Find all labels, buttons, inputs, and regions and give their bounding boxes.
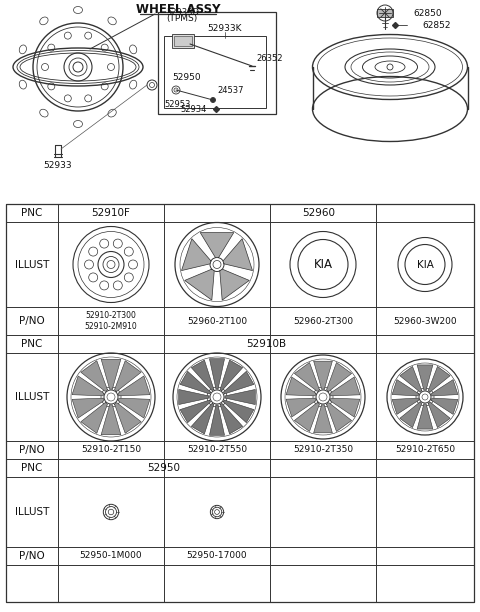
Polygon shape bbox=[417, 365, 433, 390]
Polygon shape bbox=[220, 269, 249, 300]
Text: (TPMS): (TPMS) bbox=[166, 13, 197, 23]
Polygon shape bbox=[417, 404, 433, 429]
Text: 26352: 26352 bbox=[257, 53, 283, 62]
Polygon shape bbox=[392, 379, 419, 396]
Text: 52910F: 52910F bbox=[92, 208, 131, 218]
Polygon shape bbox=[294, 362, 320, 392]
Polygon shape bbox=[431, 398, 458, 414]
Text: 52933D: 52933D bbox=[167, 7, 200, 17]
Text: 52960-2T100: 52960-2T100 bbox=[187, 316, 247, 326]
Polygon shape bbox=[294, 403, 320, 431]
Polygon shape bbox=[81, 403, 108, 433]
Polygon shape bbox=[72, 376, 104, 396]
Polygon shape bbox=[313, 361, 332, 389]
Polygon shape bbox=[72, 398, 104, 418]
Polygon shape bbox=[179, 389, 209, 405]
Text: ILLUST: ILLUST bbox=[15, 507, 49, 517]
Text: 52960-3W200: 52960-3W200 bbox=[393, 316, 457, 326]
Polygon shape bbox=[313, 405, 332, 433]
Polygon shape bbox=[330, 377, 360, 396]
Text: PNC: PNC bbox=[21, 208, 43, 218]
Bar bbox=[377, 9, 393, 17]
Text: 52910-2T550: 52910-2T550 bbox=[187, 446, 247, 455]
Bar bbox=[164, 36, 266, 108]
Text: 52933: 52933 bbox=[44, 160, 72, 170]
Text: 52934: 52934 bbox=[180, 105, 207, 113]
Polygon shape bbox=[220, 403, 243, 434]
Bar bbox=[172, 34, 194, 48]
Text: 52910-2T350: 52910-2T350 bbox=[293, 446, 353, 455]
Text: KIA: KIA bbox=[313, 258, 333, 271]
Text: P/NO: P/NO bbox=[19, 316, 45, 326]
Polygon shape bbox=[101, 405, 121, 435]
Polygon shape bbox=[200, 233, 234, 258]
Polygon shape bbox=[192, 360, 214, 390]
Polygon shape bbox=[115, 360, 141, 392]
Polygon shape bbox=[223, 371, 254, 394]
Text: 52910-2T650: 52910-2T650 bbox=[395, 446, 455, 455]
Text: 52950-17000: 52950-17000 bbox=[187, 551, 247, 561]
Polygon shape bbox=[326, 362, 351, 392]
Text: ILLUST: ILLUST bbox=[15, 392, 49, 402]
Polygon shape bbox=[286, 377, 316, 396]
Text: 62852: 62852 bbox=[422, 20, 451, 29]
Polygon shape bbox=[181, 239, 211, 271]
Text: 52950-1M000: 52950-1M000 bbox=[80, 551, 142, 561]
Polygon shape bbox=[326, 403, 351, 431]
Polygon shape bbox=[223, 400, 254, 423]
Polygon shape bbox=[209, 405, 225, 435]
Polygon shape bbox=[225, 389, 255, 405]
Text: PNC: PNC bbox=[21, 463, 43, 473]
Text: ILLUST: ILLUST bbox=[15, 259, 49, 269]
Text: 52950: 52950 bbox=[147, 463, 180, 473]
Bar bbox=[174, 36, 192, 46]
Text: P/NO: P/NO bbox=[19, 445, 45, 455]
Polygon shape bbox=[118, 376, 150, 396]
Polygon shape bbox=[185, 269, 214, 300]
Polygon shape bbox=[428, 367, 450, 392]
Polygon shape bbox=[392, 398, 419, 414]
Text: KIA: KIA bbox=[417, 259, 433, 269]
Text: 52910-2T300
52910-2M910: 52910-2T300 52910-2M910 bbox=[84, 312, 137, 330]
Polygon shape bbox=[180, 400, 211, 423]
Polygon shape bbox=[192, 403, 214, 434]
Text: 52910-2T150: 52910-2T150 bbox=[81, 446, 141, 455]
Polygon shape bbox=[115, 403, 141, 433]
Text: 52953: 52953 bbox=[165, 100, 191, 108]
Polygon shape bbox=[286, 398, 316, 417]
Circle shape bbox=[211, 97, 216, 102]
Text: PNC: PNC bbox=[21, 339, 43, 349]
Polygon shape bbox=[223, 239, 252, 271]
Polygon shape bbox=[400, 367, 422, 392]
Text: P/NO: P/NO bbox=[19, 551, 45, 561]
Text: 52950: 52950 bbox=[172, 72, 201, 81]
Polygon shape bbox=[209, 359, 225, 389]
Polygon shape bbox=[180, 371, 211, 394]
Polygon shape bbox=[118, 398, 150, 418]
Text: WHEEL ASSY: WHEEL ASSY bbox=[136, 2, 220, 15]
Text: 52910B: 52910B bbox=[246, 339, 286, 349]
Text: 24537: 24537 bbox=[218, 86, 244, 94]
Text: 52960: 52960 bbox=[302, 208, 336, 218]
Text: 52933K: 52933K bbox=[208, 23, 242, 32]
Polygon shape bbox=[428, 402, 450, 428]
Bar bbox=[158, 12, 276, 114]
Polygon shape bbox=[330, 398, 360, 417]
Polygon shape bbox=[81, 360, 108, 392]
Bar bbox=[6, 204, 474, 602]
Polygon shape bbox=[220, 360, 243, 390]
Text: 62850: 62850 bbox=[413, 9, 442, 18]
Polygon shape bbox=[400, 402, 422, 428]
Text: 52960-2T300: 52960-2T300 bbox=[293, 316, 353, 326]
Polygon shape bbox=[431, 379, 458, 396]
Polygon shape bbox=[101, 359, 121, 389]
